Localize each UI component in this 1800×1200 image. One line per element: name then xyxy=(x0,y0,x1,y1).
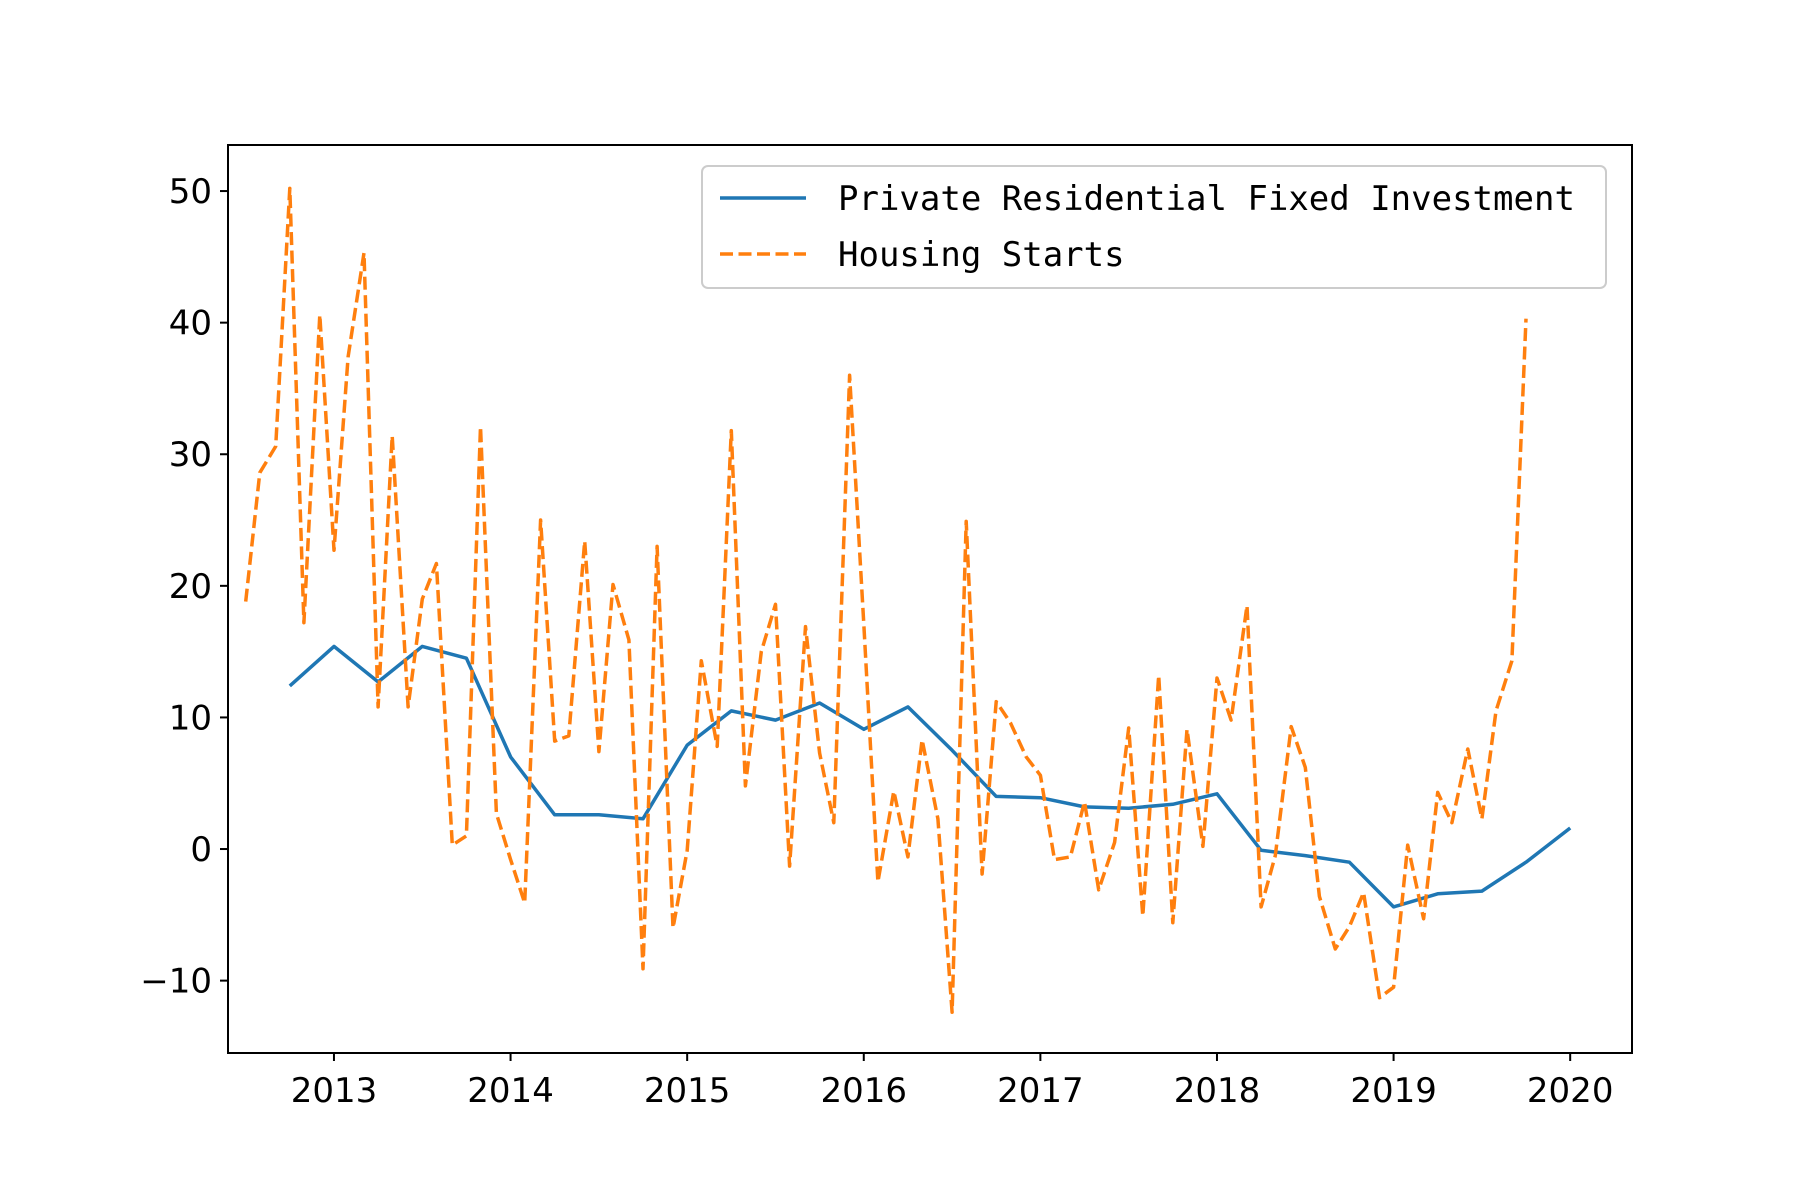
y-axis: −10 0 10 20 30 40 50 xyxy=(140,172,228,1002)
legend-label-1: Housing Starts xyxy=(838,235,1125,275)
x-tick-label: 2013 xyxy=(291,1071,378,1111)
plot-area xyxy=(243,186,1572,1014)
x-tick-label: 2018 xyxy=(1174,1071,1261,1111)
y-tick-label: 30 xyxy=(169,435,212,475)
x-tick-label: 2017 xyxy=(997,1071,1084,1111)
plot-frame xyxy=(227,144,1633,1054)
y-tick-label: 20 xyxy=(169,567,212,607)
x-tick-label: 2015 xyxy=(644,1071,731,1111)
x-tick-label: 2019 xyxy=(1350,1071,1437,1111)
legend: Private Residential Fixed Investment Hous… xyxy=(701,165,1607,289)
y-tick-label: 40 xyxy=(169,304,212,344)
x-tick-label: 2020 xyxy=(1527,1071,1614,1111)
legend-label-0: Private Residential Fixed Investment xyxy=(838,179,1575,219)
x-tick-label: 2014 xyxy=(467,1071,554,1111)
y-tick-label: 10 xyxy=(169,698,212,738)
series-line-0 xyxy=(288,644,1572,909)
legend-box xyxy=(701,165,1607,289)
y-tick-label: 0 xyxy=(190,830,212,870)
series-line-1 xyxy=(243,186,1528,1014)
y-tick-label: 50 xyxy=(169,172,212,212)
x-axis: 2013 2014 2015 2016 2017 2018 2019 2020 xyxy=(291,1053,1614,1111)
y-tick-label: −10 xyxy=(140,962,212,1002)
x-tick-label: 2016 xyxy=(821,1071,908,1111)
